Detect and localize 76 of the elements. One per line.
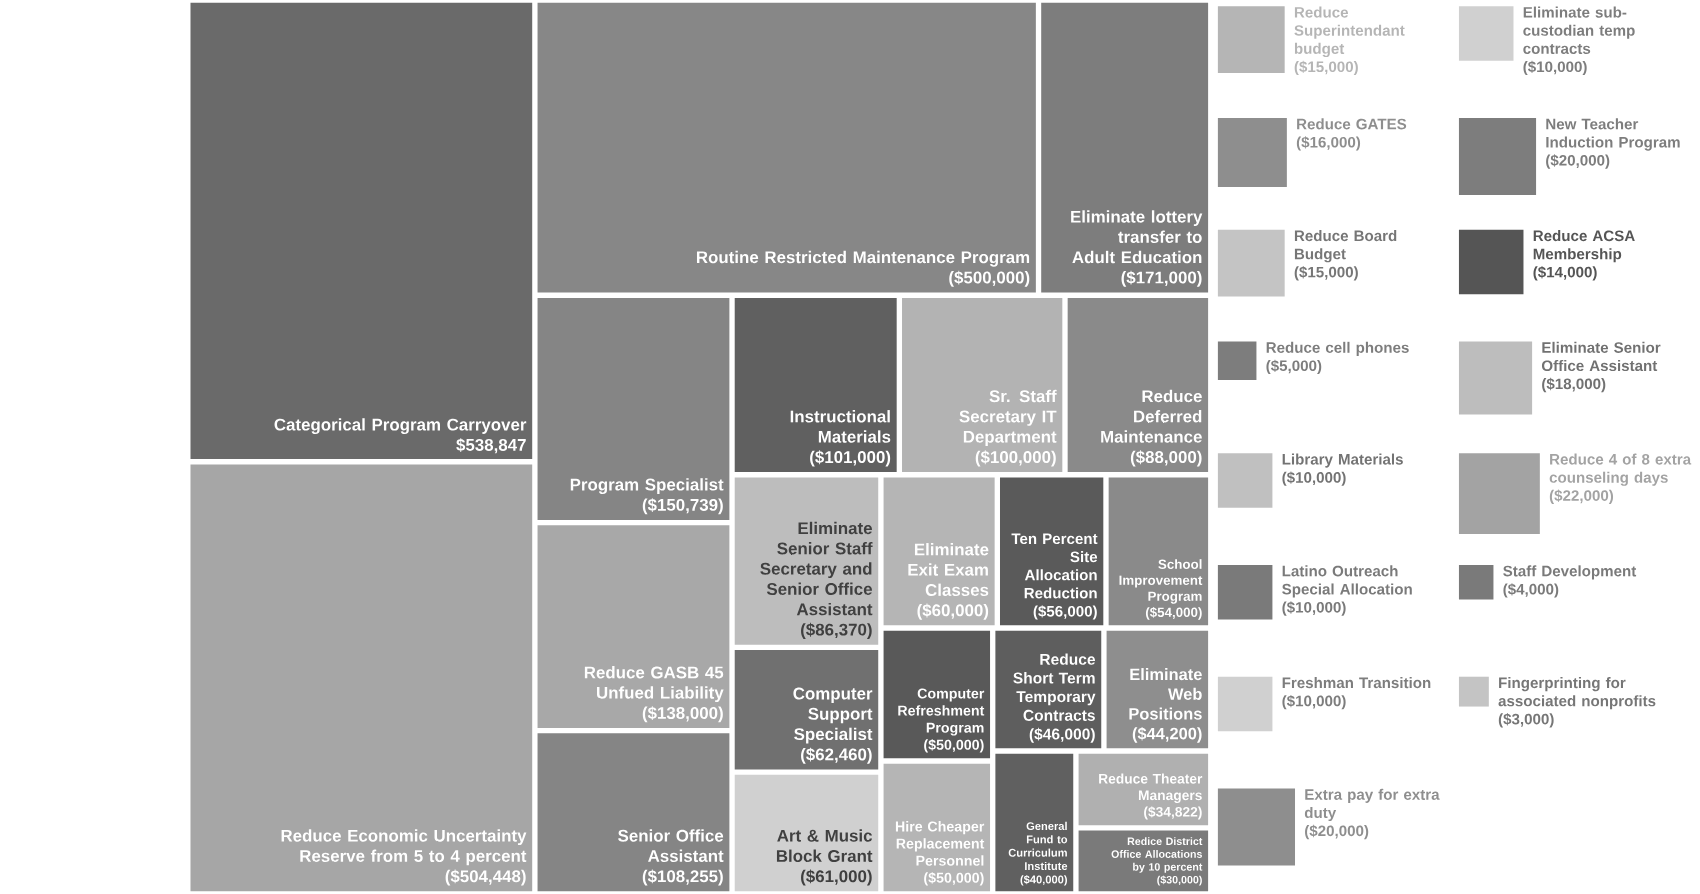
data-label: ($61,000) [801, 869, 872, 886]
category-label: Staff Development [1503, 565, 1637, 580]
category-label: General Fund to Curriculum Institute [1008, 821, 1068, 871]
data-label: ($18,000) [1542, 377, 1606, 393]
category-label: Library Materials [1282, 453, 1403, 468]
data-label: ($60,000) [917, 603, 989, 620]
category-label: Eliminate Senior Office Assistant [1541, 341, 1661, 372]
category-label: Instructional Materials [790, 410, 891, 443]
category-label: Program Specialist [570, 478, 724, 495]
category-label: Eliminate Exit Exam Classes [908, 543, 989, 597]
data-label: ($101,000) [810, 450, 891, 467]
data-label: ($44,200) [1132, 727, 1202, 743]
data-label: ($3,000) [1498, 713, 1554, 728]
data-label: ($100,000) [975, 450, 1056, 467]
data-label: ($50,000) [924, 872, 984, 886]
category-label: Eliminate sub-custodian temp contracts [1523, 6, 1635, 54]
category-label: Eliminate Web Positions [1129, 668, 1202, 720]
category-label: Reduce ACSA Membership [1533, 230, 1635, 263]
data-label: ($30,000) [1157, 875, 1202, 886]
data-label: ($88,000) [1130, 450, 1202, 467]
data-label: $538,847 [456, 438, 526, 454]
category-label: School Improvement Program [1119, 559, 1203, 604]
category-label: Fingerprinting for associated nonprofits [1498, 677, 1656, 710]
data-label: ($15,000) [1294, 266, 1358, 281]
data-label: ($500,000) [949, 270, 1030, 287]
category-label: Reduce Board Budget [1294, 230, 1397, 263]
data-label: ($10,000) [1282, 601, 1346, 616]
data-label: ($22,000) [1549, 489, 1614, 504]
category-label: Sr. Staff Secretary IT Department [959, 389, 1057, 447]
category-label: Routine Restricted Maintenance Program [696, 250, 1030, 267]
category-label: Reduce Superintendant budget [1294, 6, 1405, 58]
data-label: ($50,000) [924, 739, 984, 753]
category-label: Art & Music Block Grant [776, 829, 873, 862]
category-label: Reduce GASB 45 Unfued Liability [584, 666, 724, 703]
data-label: ($54,000) [1145, 606, 1202, 620]
category-label: Reduce cell phones [1266, 341, 1409, 356]
category-label: Reduce GATES [1297, 118, 1407, 130]
category-label: Freshman Transition [1282, 677, 1431, 689]
category-label: Computer Refreshment Program [898, 688, 985, 736]
data-label: ($108,255) [642, 869, 723, 886]
data-label: ($138,000) [642, 706, 723, 723]
category-label: Senior Office Assistant [618, 829, 724, 862]
category-label: Latino Outreach Special Allocation [1282, 565, 1412, 598]
data-label: ($16,000) [1296, 136, 1361, 151]
data-label: ($10,000) [1282, 471, 1346, 486]
data-label: ($5,000) [1266, 359, 1322, 375]
category-label: Reduce 4 of 8 extra counseling days [1549, 453, 1692, 486]
category-label: New Teacher Induction Program [1546, 118, 1680, 151]
category-label: Eliminate Senior Staff Secretary and Senior Office Assistant [760, 521, 873, 616]
category-label: Eliminate lottery transfer to Adult Education [1071, 210, 1203, 264]
data-label: ($40,000) [1020, 875, 1067, 886]
category-label: Reduce Deferred Maintenance [1101, 389, 1202, 443]
category-label: Reduce Economic Uncertainty Reserve from 5 to 4 percent [281, 829, 527, 866]
data-label: ($10,000) [1523, 60, 1587, 76]
data-label: ($10,000) [1282, 694, 1346, 710]
data-label: ($86,370) [801, 622, 872, 639]
data-label: ($34,822) [1144, 806, 1202, 820]
category-label: Categorical Program Carryover [274, 418, 527, 435]
data-label: ($14,000) [1533, 266, 1597, 281]
category-label: Reduce Short Term Temporary Contracts [1013, 653, 1096, 721]
category-label: Hire Cheaper Replacement Personnel [895, 821, 985, 866]
data-label: ($504,448) [445, 869, 526, 886]
data-label: ($62,460) [801, 747, 872, 764]
data-label: ($4,000) [1503, 583, 1559, 598]
category-label: Ten Percent Site Allocation Reduction [1011, 533, 1098, 599]
data-label: ($171,000) [1121, 270, 1202, 287]
data-label: ($56,000) [1033, 605, 1097, 620]
category-label: Redice District Office Allocations by 10 percent [1111, 837, 1203, 873]
data-label: ($15,000) [1294, 60, 1358, 76]
category-label: Reduce Theater Managers [1099, 773, 1203, 803]
data-label: ($46,000) [1029, 727, 1095, 743]
data-label: ($20,000) [1305, 824, 1369, 840]
category-label: Extra pay for extra duty [1304, 788, 1440, 822]
category-label: Computer Support Specialist [793, 687, 873, 744]
data-label: ($20,000) [1546, 154, 1610, 169]
data-label: ($150,739) [642, 498, 723, 515]
